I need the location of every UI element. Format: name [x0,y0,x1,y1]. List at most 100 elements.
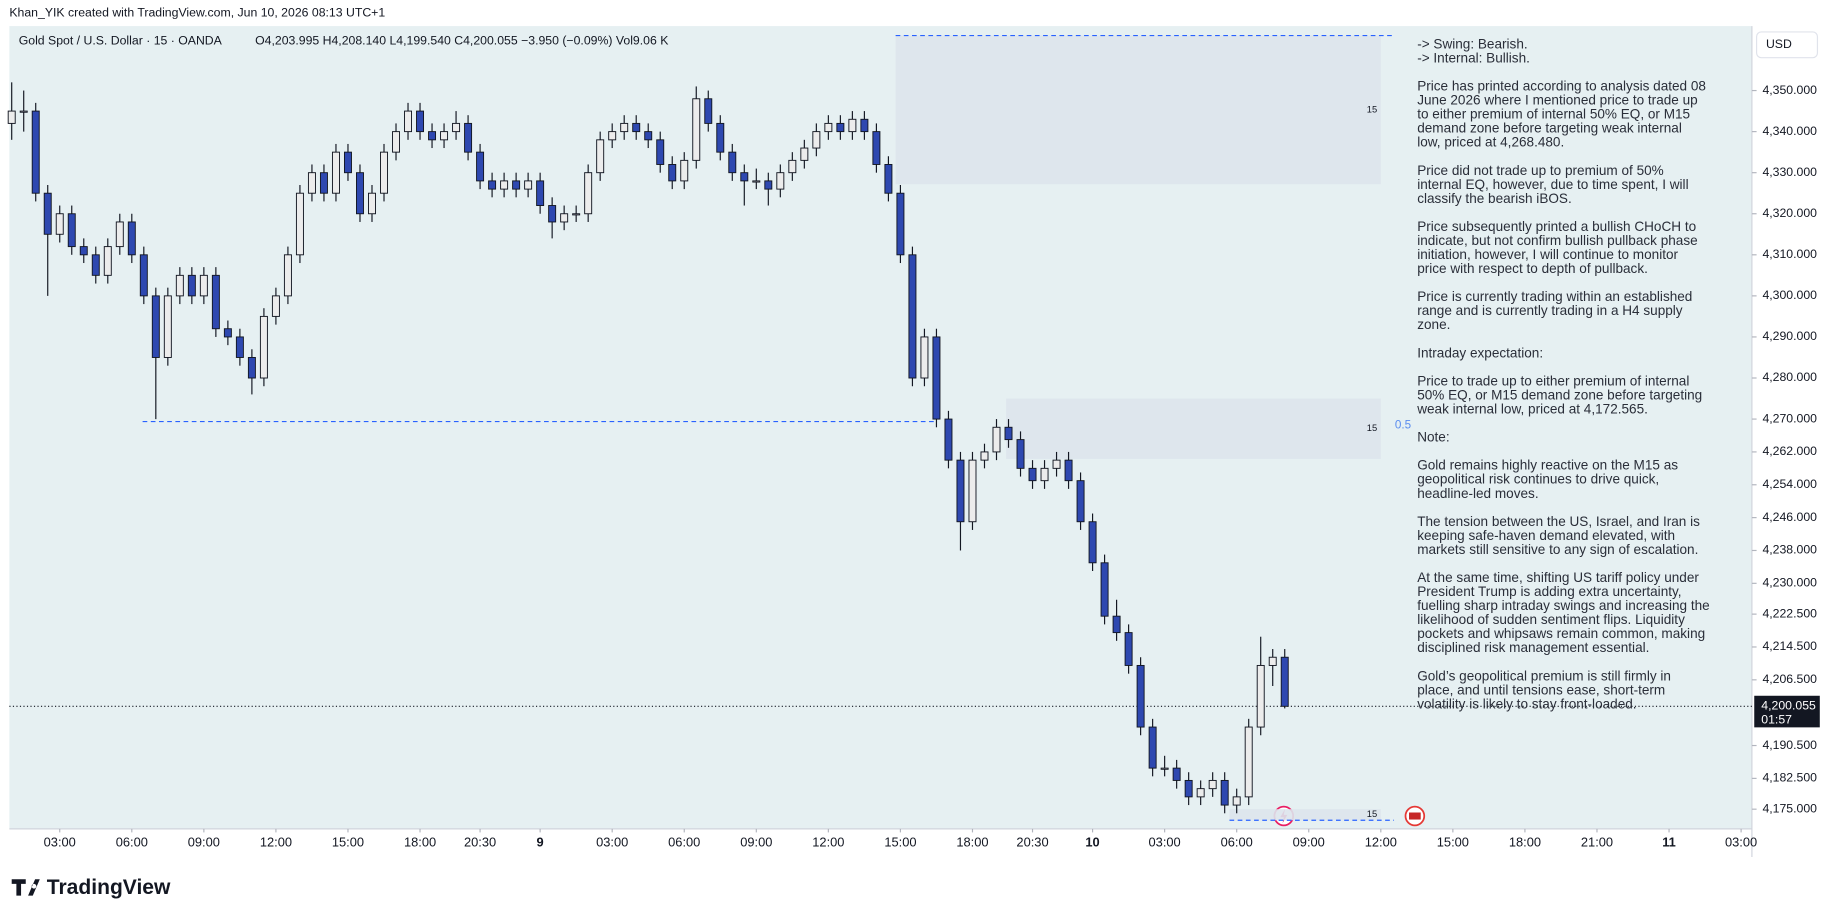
candle-body [704,98,713,124]
candle-body [680,159,689,182]
candle-body [956,459,965,523]
candle-body [91,254,100,276]
note-line: geopolitical risk continues to drive qui… [1417,472,1659,487]
x-tick-label: 15:00 [884,834,916,849]
candle-body [824,122,833,133]
countdown: 01:57 [1761,713,1792,727]
candle-body [259,315,268,379]
candle-body [127,221,136,256]
x-tick-label: 9 [537,834,544,849]
note-line: fuelling sharp intraday swings and incre… [1417,598,1710,613]
note-line: Price is currently trading within an est… [1417,289,1692,304]
y-tick-label: 4,246.000 [1762,510,1817,524]
candle-body [464,122,473,153]
note-line: Price to trade up to either premium of i… [1417,373,1689,388]
last-price-tag [1754,695,1820,728]
note-line: Note: [1417,430,1449,445]
candle-body [968,459,977,523]
candle-body [788,159,797,174]
candle-body [764,180,773,190]
last-price-label: 4,200.055 [1761,699,1816,713]
note-line: weak internal low, priced at 4,172.565. [1416,402,1648,417]
candle-body [1052,459,1061,469]
candle-body [620,122,629,133]
credit: Khan_YIK created with TradingView.com, J… [9,5,385,19]
candle-body [1016,439,1025,469]
x-tick-label: 18:00 [1509,834,1541,849]
x-tick-label: 03:00 [44,834,76,849]
y-tick-label: 4,206.500 [1762,672,1817,686]
y-tick-label: 4,222.500 [1762,606,1817,620]
note-line: markets still sensitive to any sign of e… [1417,542,1698,557]
note-line: Price subsequently printed a bullish CHo… [1417,219,1696,234]
note-line: Intraday expectation: [1417,345,1543,360]
candle-body [187,274,196,297]
note-line: low, priced at 4,268.480. [1417,135,1564,150]
zone-label: 15 [1367,809,1377,819]
candle-body [740,172,749,182]
note-line: -> Internal: Bullish. [1417,50,1530,65]
candle-body [307,172,316,194]
candle-body [1232,796,1241,806]
candle-body [980,451,989,461]
candle-body [1064,459,1073,482]
candle-body [1208,779,1217,790]
candle-body [812,131,821,149]
note-line: indicate, but not confirm bullish pullba… [1417,233,1697,248]
candle-body [416,110,425,133]
candle-body [908,254,917,379]
candle-body [692,98,701,161]
x-tick-label: 10 [1085,834,1099,849]
candle-body [1100,562,1109,617]
currency[interactable]: USD [1766,37,1792,51]
x-tick-label: 20:30 [1016,834,1048,849]
candle-body [1220,779,1229,806]
x-tick-label: 06:00 [668,834,700,849]
candle-body [848,118,857,133]
candle-body [247,357,256,379]
candle-body [103,246,112,276]
candle-body [1268,656,1277,666]
y-tick-label: 4,262.000 [1762,444,1817,458]
candle-body [319,172,328,194]
candle-body [1280,656,1289,707]
x-tick-label: 18:00 [404,834,436,849]
candle-body [175,274,184,297]
candle-body [392,131,400,153]
candle-body [1040,467,1049,482]
candle-body [1148,726,1157,769]
note-line: Price has printed according to analysis … [1417,79,1706,94]
note-line: keeping safe-haven demand elevated, with [1417,528,1675,543]
candle-body [776,172,785,190]
x-tick-label: 03:00 [596,834,628,849]
x-tick-label: 15:00 [332,834,364,849]
x-tick-label: 06:00 [116,834,148,849]
y-tick-label: 4,320.000 [1762,206,1817,220]
ohlc-header: O4,203.995 H4,208.140 L4,199.540 C4,200.… [255,34,669,48]
x-tick-label: 12:00 [1365,834,1397,849]
candle-body [1172,767,1181,781]
x-tick-label: 03:00 [1725,834,1757,849]
note-line: likelihood of sudden sentiment flips. Li… [1417,612,1685,627]
candle-body [211,274,220,330]
candle-body [872,131,881,165]
candle-body [656,139,665,165]
currency-box[interactable] [1756,31,1819,59]
x-tick-label: 09:00 [188,834,220,849]
candle-body [295,192,304,256]
candle-body [235,336,244,358]
candle-body [728,151,737,174]
candle-body [500,180,509,190]
y-tick-label: 4,350.000 [1762,83,1817,97]
candle-body [560,213,569,223]
x-tick-label: 21:00 [1581,834,1613,849]
candle-body [524,180,533,190]
candle-body [31,110,40,194]
candle-body [380,151,388,194]
y-tick-label: 4,190.500 [1762,738,1817,752]
candle-body [896,192,905,256]
candle-body [115,221,124,248]
y-tick-label: 4,280.000 [1762,370,1817,384]
x-tick-label: 12:00 [260,834,292,849]
